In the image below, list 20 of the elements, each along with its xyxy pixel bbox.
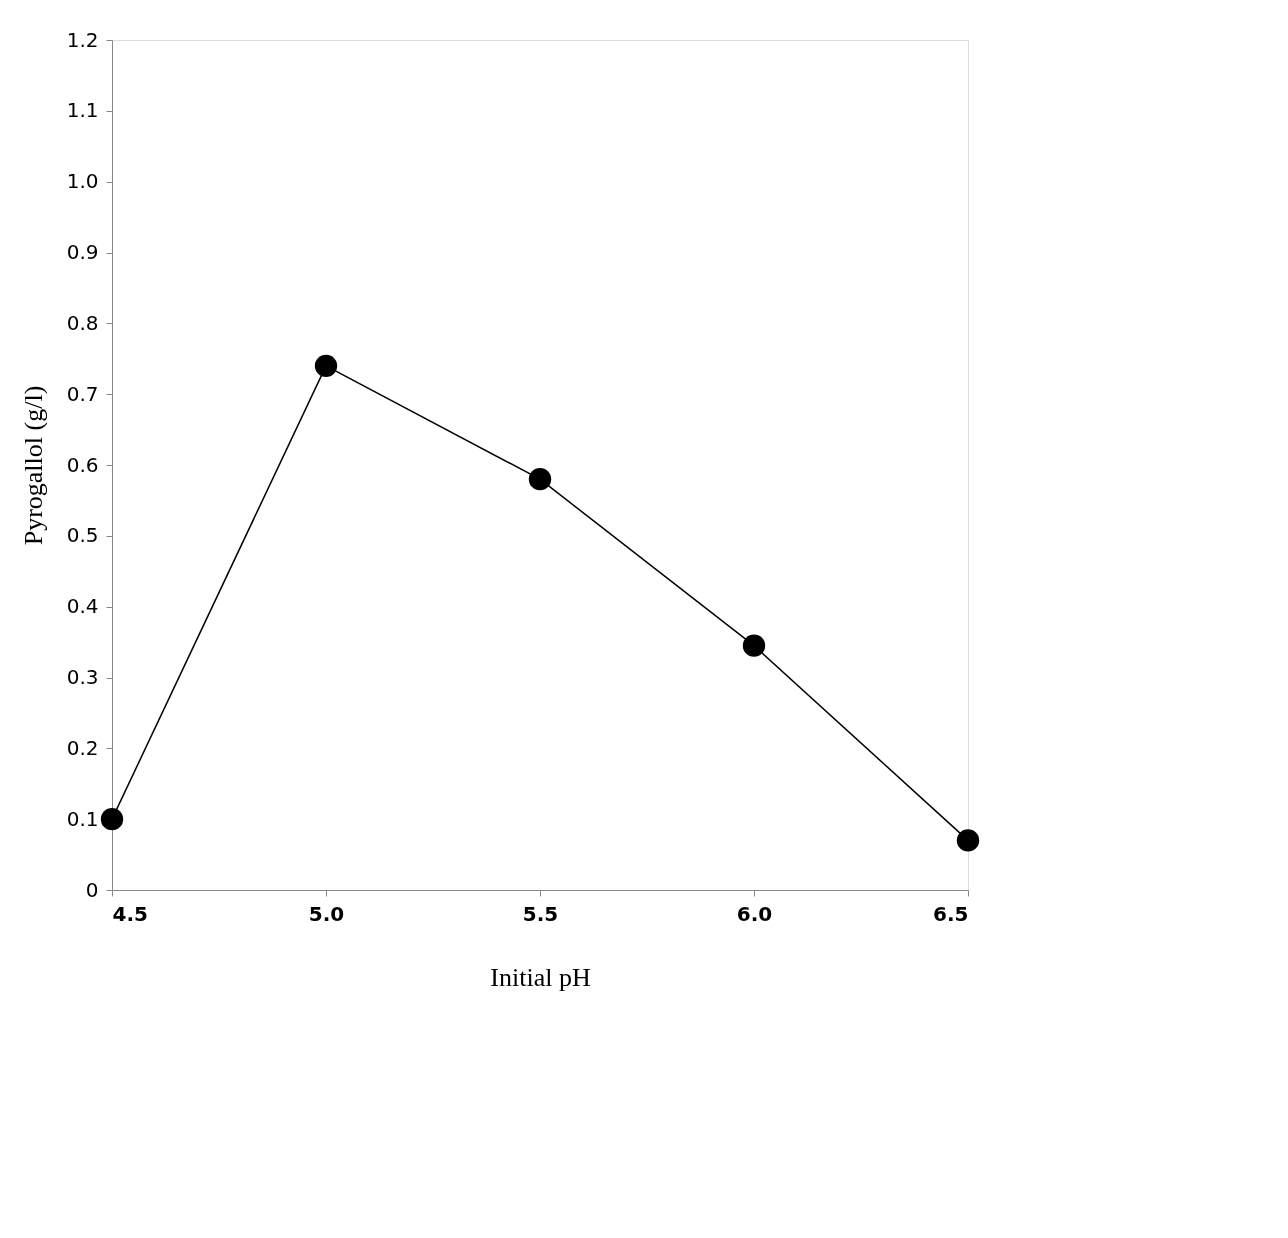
x-tick-label: 6.0 (736, 901, 773, 926)
x-tick-label: 5.5 (522, 901, 559, 926)
y-tick-label: 0.9 (66, 240, 99, 264)
y-tick-label: 0.7 (66, 381, 99, 406)
y-tick-label: 0.3 (66, 665, 99, 689)
y-tick-label: 0.5 (66, 523, 99, 548)
y-tick-label: 0.6 (66, 452, 99, 477)
y-tick-label: 0.8 (66, 310, 99, 335)
y-tick-label: 0 (85, 877, 99, 902)
y-tick-label: 0.1 (66, 806, 99, 831)
y-axis-title: Pyrogallol (g/l) (18, 385, 48, 546)
x-tick-label: 5.0 (308, 901, 345, 926)
x-tick-label: 4.5 (112, 901, 148, 926)
y-tick-label: 1.1 (66, 98, 99, 123)
x-tick-label: 6.5 (933, 901, 969, 926)
y-tick-label: 0.2 (66, 735, 99, 760)
y-tick-label: 0.4 (66, 594, 99, 619)
x-axis-title: Initial pH (490, 962, 591, 992)
y-tick-label: 1.2 (66, 27, 99, 52)
y-tick-label: 1.0 (66, 169, 99, 194)
